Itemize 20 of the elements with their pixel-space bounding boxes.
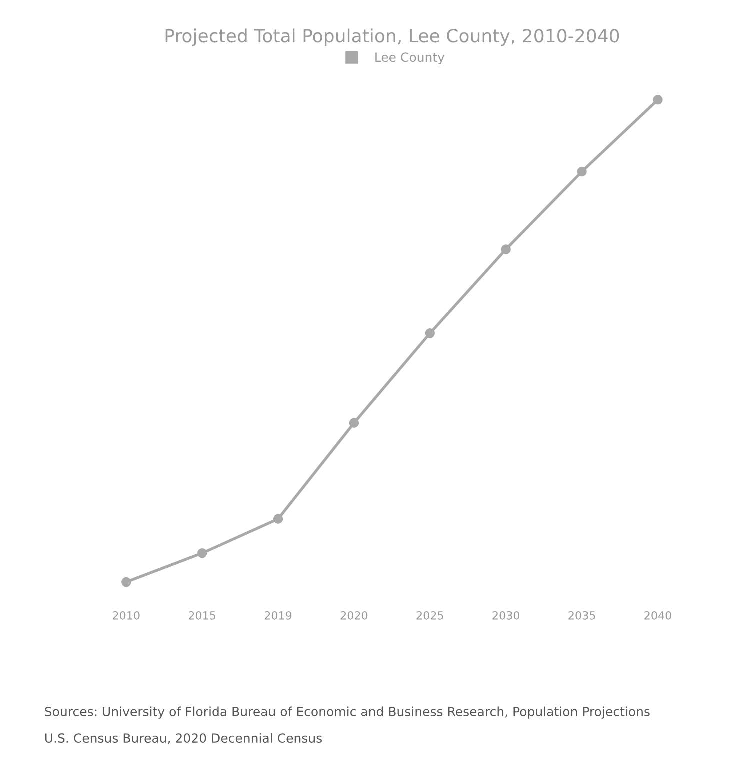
x-tick-label: 2010: [113, 611, 140, 620]
point: [273, 514, 284, 524]
chart-title: Projected Total Population, Lee County, 2010-2040: [166, 28, 620, 46]
source-note: Sources: University of Florida Bureau of Economic and Business Research, Population Projections: [45, 706, 650, 719]
point: [122, 577, 132, 588]
point: [577, 166, 587, 177]
x-tick-label: 2015: [189, 611, 216, 620]
legend-label: Lee County: [376, 52, 445, 65]
x-tick-label: 2030: [492, 611, 520, 620]
x-tick-label: 2020: [340, 611, 368, 620]
x-tick-label: 2040: [644, 611, 672, 620]
point: [425, 328, 436, 338]
x-tick-label: 2035: [568, 611, 596, 620]
point: [349, 418, 360, 428]
text: U.S. Census Bureau, 2020 Decennial Census: [45, 733, 322, 744]
point: [501, 244, 511, 254]
point: [653, 95, 663, 105]
x-tick-label: 2025: [416, 611, 444, 620]
x-tick-label: 2019: [264, 611, 292, 620]
point: [197, 548, 208, 558]
